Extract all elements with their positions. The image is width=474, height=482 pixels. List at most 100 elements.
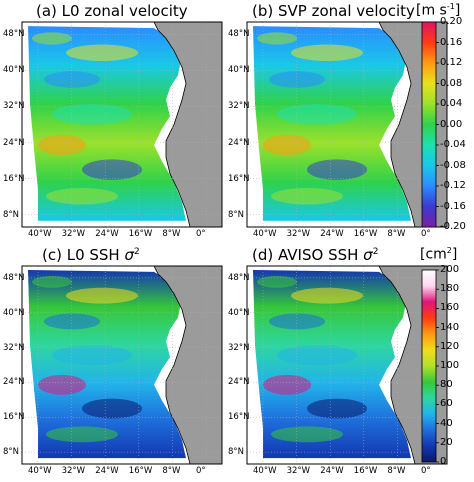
panel-c-lat-tick: 32°N [3, 342, 25, 353]
ssh-colorbar-tick-label: 120 [440, 340, 460, 352]
velocity-colorbar-tick-label: 0.12 [440, 57, 463, 68]
panel-d-lon-tick: 40°W [253, 466, 277, 476]
ssh-colorbar-tick-label: 20 [440, 436, 453, 448]
panel-a-lat-tick: 48°N [3, 29, 25, 40]
panel-a-lon-tick: 32°W [61, 229, 86, 239]
panel-c-lon-tick: 24°W [95, 466, 119, 476]
panel-b-field-blob [269, 71, 325, 88]
panel-a-title: (a) L0 zonal velocity [36, 2, 188, 20]
ssh-colorbar-tick-label: 160 [440, 302, 460, 314]
panel-d-lat-tick: 40°N [228, 307, 250, 318]
panel-d-frame [246, 265, 448, 465]
panel-b-lat-tick: 48°N [228, 29, 250, 40]
panel-c-lat-tick: 16°N [3, 412, 25, 423]
panel-b-field-blob [271, 188, 343, 205]
panel-c-lat-tick: 24°N [3, 377, 25, 388]
panel-d-lon-tick: 0° [421, 466, 431, 476]
panel-c-lon-tick: 32°W [61, 466, 86, 476]
panel-b-lat-tick: 40°N [228, 65, 250, 76]
panel-c-title: (c) L0 SSH σ2 [42, 246, 140, 264]
panel-a-field-blob [32, 32, 72, 45]
panel-c-lon-tick: 16°W [128, 466, 153, 476]
panel-b-frame [246, 21, 448, 228]
panel-d-title: (d) AVISO SSH σ2 [252, 246, 379, 264]
panel-d-lat-tick: 8°N [228, 447, 245, 458]
velocity-colorbar-tick-label: 0.00 [440, 118, 463, 130]
ssh-colorbar-tick-label: 40 [440, 417, 453, 429]
panel-d-lon-tick: 16°W [353, 466, 378, 476]
panel-c-lon-tick: 8°W [162, 466, 181, 476]
panel-a-field-blob [66, 44, 138, 61]
panel-d-lon-tick: 32°W [286, 466, 311, 476]
panel-a-lat-tick: 8°N [3, 209, 20, 220]
panel-c-frame [21, 265, 223, 465]
panel-a-field-blob [44, 71, 100, 88]
panel-d-field-blob [269, 313, 325, 330]
panel-b-lat-tick: 8°N [228, 209, 245, 220]
panel-d-lat-tick: 32°N [228, 342, 250, 353]
velocity-colorbar [421, 21, 437, 228]
panel-b-lon-tick: 0° [421, 229, 431, 239]
panel-d-field-blob [271, 426, 343, 443]
panel-a-field-blob [52, 104, 132, 125]
panel-c-field-blob [46, 426, 118, 443]
ssh-colorbar-unit: [cm2] [420, 246, 458, 263]
panel-b-field-blob [307, 159, 367, 180]
panel-d-lat-tick: 16°N [228, 412, 250, 423]
velocity-colorbar-tick-label: -0.16 [440, 200, 466, 212]
ssh-colorbar-tick-label: 60 [440, 398, 453, 410]
ssh-colorbar-tick-label: 100 [440, 360, 460, 371]
panel-c-lat-tick: 8°N [3, 447, 20, 458]
panel-b-lat-tick: 16°N [228, 173, 250, 184]
panel-b-lon-tick: 24°W [320, 229, 344, 239]
panel-a-lat-tick: 40°N [3, 65, 25, 76]
velocity-colorbar-tick-label: -0.04 [440, 139, 466, 150]
velocity-colorbar-unit: [m s-1] [416, 2, 461, 19]
panel-c-field-blob [44, 313, 100, 330]
panel-d-lon-tick: 8°W [387, 466, 406, 476]
panel-a-lat-tick: 16°N [3, 173, 25, 184]
panel-d-lat-tick: 24°N [228, 377, 250, 388]
ssh-colorbar [421, 269, 437, 463]
panel-a-lon-tick: 0° [196, 229, 206, 239]
panel-c-field-blob [66, 287, 138, 304]
panel-d-field-blob [263, 374, 311, 395]
panel-b-field-blob [291, 44, 363, 61]
panel-a-field-blob [38, 134, 86, 156]
panel-b-field-blob [257, 32, 297, 45]
panel-a-field-blob [46, 188, 118, 205]
panel-b-title: (b) SVP zonal velocity [252, 2, 415, 20]
panel-a-lat-tick: 24°N [3, 137, 25, 148]
panel-c-lon-tick: 0° [196, 466, 206, 476]
ssh-colorbar-tick-label: 80 [440, 379, 453, 391]
panel-a-lat-tick: 32°N [3, 101, 25, 112]
panel-a-lon-tick: 24°W [95, 229, 119, 239]
velocity-colorbar-tick-label: 0.16 [440, 36, 463, 48]
panel-c-field-blob [52, 345, 132, 365]
panel-a-lon-tick: 8°W [162, 229, 181, 239]
velocity-colorbar-tick-label: 0.20 [440, 16, 463, 27]
panel-d-field-blob [257, 275, 297, 288]
panel-c-lat-tick: 48°N [3, 272, 25, 283]
velocity-colorbar-tick-label: -0.20 [440, 221, 466, 232]
ssh-colorbar-tick-label: 140 [440, 321, 460, 333]
velocity-colorbar-tick-label: -0.08 [440, 159, 466, 171]
panel-b-lon-tick: 32°W [286, 229, 311, 239]
panel-c-field-blob [32, 275, 72, 288]
ssh-colorbar-tick-label: 180 [440, 283, 460, 295]
panel-d-field-blob [277, 345, 357, 365]
panel-b-lat-tick: 32°N [228, 101, 250, 112]
panel-d-lon-tick: 24°W [320, 466, 344, 476]
panel-a-frame [21, 21, 223, 228]
panel-b-lon-tick: 8°W [387, 229, 406, 239]
velocity-colorbar-tick-label: 0.08 [440, 77, 463, 89]
panel-c-lat-tick: 40°N [3, 307, 25, 318]
panel-b-lon-tick: 16°W [353, 229, 378, 239]
panel-c-field-blob [82, 398, 142, 419]
panel-a-field-blob [82, 159, 142, 180]
panel-c-lon-tick: 40°W [28, 466, 52, 476]
panel-a-lon-tick: 16°W [128, 229, 153, 239]
panel-d-lat-tick: 48°N [228, 272, 250, 283]
velocity-colorbar-tick-label: 0.04 [440, 98, 463, 109]
